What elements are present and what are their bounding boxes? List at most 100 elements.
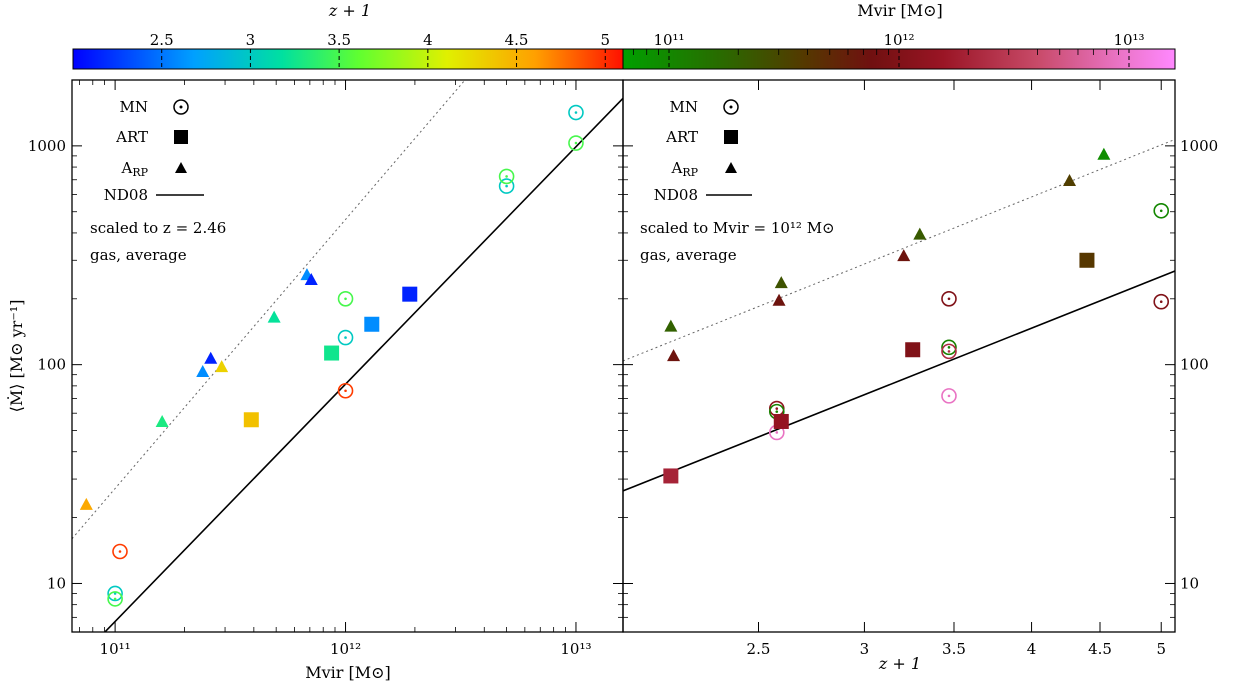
right-lines: [623, 138, 1175, 492]
left-mn-point: [112, 543, 128, 560]
right-mn-point: [941, 388, 957, 404]
legend-mn-label-right: MN: [670, 98, 698, 116]
right-arp-point: [772, 293, 786, 306]
right-art-point: [905, 342, 921, 358]
colorbar-z-gradient: [72, 48, 624, 70]
right-ytick-label: 1000: [1180, 137, 1218, 155]
colorbar-z-label: z + 1: [328, 1, 371, 20]
left-xtick-label: 10¹¹: [100, 640, 131, 658]
right-arp-point: [664, 319, 678, 332]
right-mn-point-dot: [775, 431, 779, 434]
left-note-gas: gas, average: [90, 246, 187, 264]
left-ticks: 10 100 1000 10¹¹ 10¹² 10¹³: [28, 80, 633, 658]
colorbar-mass: 10¹¹ 10¹² 10¹³ Mvir [M⊙]: [622, 1, 1176, 70]
legend-mn-label: MN: [120, 98, 148, 116]
left-points: [79, 104, 584, 607]
right-mn-point: [941, 343, 957, 360]
right-mn-point: [1153, 293, 1170, 310]
left-mn-point: [568, 135, 584, 151]
right-art-point: [663, 468, 679, 484]
right-panel: 10 100 1000 2.5 3 3.5 4 4.5 5 z + 1 MN ART ARP N…: [622, 79, 1218, 673]
legend-nd08-label: ND08: [104, 186, 148, 204]
right-mn-point-dot: [775, 407, 779, 410]
right-xtick-label: 5: [1156, 640, 1166, 658]
legend-arp-label: ARP: [120, 159, 148, 179]
right-nd08-line: [623, 270, 1175, 492]
right-mn-point-dot: [1159, 209, 1163, 213]
left-ytick-label: 1000: [28, 137, 66, 155]
right-xtick-label: 4.5: [1088, 640, 1112, 658]
colorbar-z-tick-label: 5: [600, 31, 610, 49]
left-art-point: [324, 345, 340, 361]
legend-art-marker-right: [724, 130, 738, 144]
right-mn-point-dot: [947, 346, 951, 349]
legend-arp-label-right: ARP: [670, 159, 698, 179]
colorbar-z-ticks: 2.5 3 3.5 4 4.5 5: [150, 31, 610, 69]
left-arp-point: [304, 273, 318, 286]
left-lines: [72, 80, 623, 632]
left-art-point: [402, 286, 418, 302]
right-arp-point: [1063, 173, 1077, 186]
left-mn-point: [337, 329, 354, 346]
right-note-scaling: scaled to Mvir = 10¹² M⊙: [640, 219, 835, 237]
colorbar-z-tick-label: 4: [423, 31, 433, 49]
right-arp-point: [897, 249, 911, 262]
left-xtick-label: 10¹²: [330, 640, 361, 658]
left-mn-point-dot: [574, 141, 578, 145]
right-mn-point-dot: [947, 394, 951, 398]
right-ytick-label: 100: [1180, 356, 1209, 374]
colorbar-mass-ticks: 10¹¹ 10¹² 10¹³: [632, 31, 1145, 69]
left-mn-point-dot: [113, 597, 117, 601]
left-arp-point: [155, 414, 169, 427]
left-mn-point: [498, 168, 515, 185]
left-panel: 10 100 1000 10¹¹ 10¹² 10¹³ Mvir [M⊙] ⟨Ṁ⟩ [M⊙ …: [6, 79, 633, 682]
left-mn-point: [498, 178, 515, 194]
legend-art-marker: [174, 130, 188, 144]
colorbar-z-tick-label: 4.5: [505, 31, 529, 49]
legend-arp-marker: [175, 162, 187, 173]
legend-mn-marker-dot: [179, 105, 183, 109]
left-mn-point: [568, 104, 584, 121]
left-mn-point-dot: [113, 592, 117, 595]
left-arp-point: [215, 360, 229, 373]
right-ytick-label: 10: [1180, 574, 1199, 592]
legend-nd08-label-right: ND08: [654, 186, 698, 204]
left-mn-point-dot: [344, 297, 347, 301]
left-arp-point: [204, 351, 218, 364]
left-xtick-label: 10¹³: [560, 640, 591, 658]
left-arp-point: [79, 497, 93, 510]
right-mn-point: [941, 339, 957, 356]
colorbar-z: 2.5 3 3.5 4 4.5 5 z + 1: [72, 1, 624, 70]
colorbar-mass-tick-label: 10¹¹: [653, 31, 684, 49]
right-xlabel: z + 1: [878, 654, 921, 673]
right-xtick-label: 3.5: [942, 640, 966, 658]
colorbar-mass-tick-label: 10¹³: [1113, 31, 1144, 49]
right-arp-point: [913, 227, 927, 240]
legend-mn-marker-dot-right: [729, 105, 733, 109]
right-mn-point-dot: [947, 350, 951, 353]
right-arp-point: [667, 349, 681, 362]
colorbar-z-tick-label: 3: [246, 31, 256, 49]
legend-art-label-right: ART: [665, 128, 698, 146]
right-points: [663, 147, 1170, 484]
right-mn-point-dot: [947, 297, 951, 301]
left-mn-point: [337, 290, 354, 307]
left-legend: MN ART ARP ND08 scaled to z = 2.46 gas, …: [90, 98, 226, 264]
left-mn-point-dot: [344, 389, 347, 393]
legend-art-label: ART: [115, 128, 148, 146]
left-ytick-label: 100: [37, 356, 66, 374]
left-art-point: [243, 412, 259, 428]
right-xtick-label: 2.5: [747, 640, 771, 658]
left-mn-point-dot: [118, 550, 122, 553]
right-mn-point-dot: [775, 410, 779, 413]
left-axes-frame: [71, 79, 624, 633]
left-art-point: [364, 316, 380, 332]
right-art-point: [773, 413, 789, 429]
colorbar-z-tick-label: 3.5: [327, 31, 351, 49]
left-xlabel: Mvir [M⊙]: [305, 663, 391, 682]
right-axes-frame: [622, 79, 1176, 633]
right-note-gas: gas, average: [640, 246, 737, 264]
colorbar-mass-label: Mvir [M⊙]: [857, 1, 943, 20]
right-mn-point: [1153, 202, 1170, 219]
